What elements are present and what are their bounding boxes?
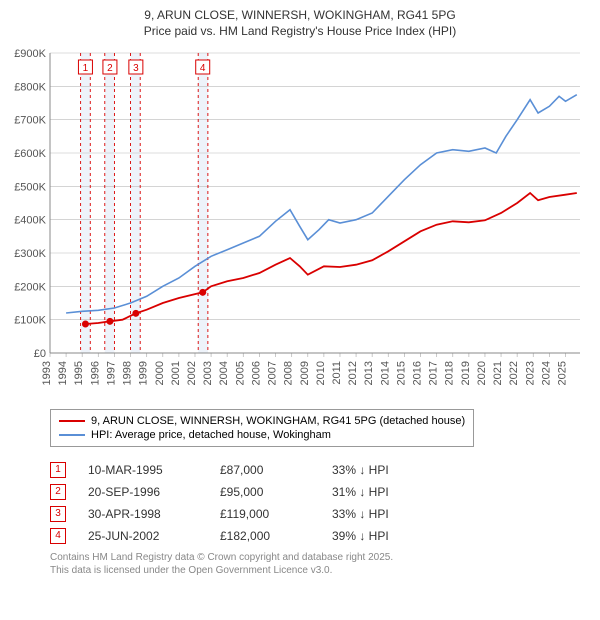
transaction-row: 3 30-APR-1998 £119,000 33% ↓ HPI	[50, 503, 590, 525]
legend: 9, ARUN CLOSE, WINNERSH, WOKINGHAM, RG41…	[50, 409, 474, 447]
transactions-table: 1 10-MAR-1995 £87,000 33% ↓ HPI 2 20-SEP-1996…	[50, 459, 590, 547]
svg-text:1993: 1993	[41, 361, 53, 385]
transaction-row: 4 25-JUN-2002 £182,000 39% ↓ HPI	[50, 525, 590, 547]
svg-text:1996: 1996	[89, 361, 101, 385]
svg-text:2024: 2024	[540, 361, 552, 385]
svg-text:2013: 2013	[363, 361, 375, 385]
transaction-date: 30-APR-1998	[88, 507, 198, 521]
svg-text:2014: 2014	[379, 361, 391, 385]
chart-svg: £0 £100K £200K £300K £400K £500K £600K £700K £80…	[10, 43, 590, 403]
svg-text:2019: 2019	[460, 361, 472, 385]
transaction-date: 25-JUN-2002	[88, 529, 198, 543]
legend-label-hpi: HPI: Average price, detached house, Woki…	[91, 429, 331, 441]
svg-text:£200K: £200K	[14, 282, 46, 294]
svg-text:2023: 2023	[524, 361, 536, 385]
svg-text:2005: 2005	[234, 361, 246, 385]
svg-text:2004: 2004	[218, 361, 230, 385]
svg-text:2016: 2016	[412, 361, 424, 385]
transaction-price: £95,000	[220, 485, 310, 499]
transaction-hpi: 33% ↓ HPI	[332, 463, 422, 477]
svg-text:2025: 2025	[557, 361, 569, 385]
svg-text:1994: 1994	[57, 361, 69, 385]
svg-text:£0: £0	[34, 348, 46, 360]
attribution-line1: Contains HM Land Registry data © Crown c…	[50, 551, 590, 564]
chart-title: 9, ARUN CLOSE, WINNERSH, WOKINGHAM, RG41…	[10, 8, 590, 39]
svg-text:£400K: £400K	[14, 215, 46, 227]
svg-text:2020: 2020	[476, 361, 488, 385]
legend-swatch-hpi	[59, 434, 85, 436]
transaction-hpi: 33% ↓ HPI	[332, 507, 422, 521]
svg-text:2003: 2003	[202, 361, 214, 385]
svg-text:£800K: £800K	[14, 82, 46, 94]
transaction-hpi: 39% ↓ HPI	[332, 529, 422, 543]
attribution: Contains HM Land Registry data © Crown c…	[50, 551, 590, 577]
svg-text:1998: 1998	[122, 361, 134, 385]
transaction-price: £182,000	[220, 529, 310, 543]
svg-text:4: 4	[200, 63, 206, 74]
legend-row-property: 9, ARUN CLOSE, WINNERSH, WOKINGHAM, RG41…	[59, 414, 465, 428]
svg-text:2015: 2015	[395, 361, 407, 385]
transaction-marker: 4	[50, 528, 66, 544]
svg-text:2006: 2006	[250, 361, 262, 385]
svg-text:2007: 2007	[267, 361, 279, 385]
legend-row-hpi: HPI: Average price, detached house, Woki…	[59, 428, 465, 442]
svg-text:2018: 2018	[444, 361, 456, 385]
svg-text:1997: 1997	[105, 361, 117, 385]
transaction-marker: 3	[50, 506, 66, 522]
legend-swatch-property	[59, 420, 85, 422]
svg-text:2008: 2008	[283, 361, 295, 385]
svg-text:2017: 2017	[428, 361, 440, 385]
svg-text:2012: 2012	[347, 361, 359, 385]
transaction-price: £119,000	[220, 507, 310, 521]
svg-text:£300K: £300K	[14, 248, 46, 260]
svg-text:2: 2	[107, 63, 113, 74]
svg-text:2011: 2011	[331, 361, 343, 385]
transaction-price: £87,000	[220, 463, 310, 477]
svg-text:£500K: £500K	[14, 182, 46, 194]
svg-text:2021: 2021	[492, 361, 504, 385]
transaction-row: 2 20-SEP-1996 £95,000 31% ↓ HPI	[50, 481, 590, 503]
svg-text:2001: 2001	[170, 361, 182, 385]
svg-text:£900K: £900K	[14, 48, 46, 60]
svg-text:2000: 2000	[154, 361, 166, 385]
chart-area: £0 £100K £200K £300K £400K £500K £600K £700K £80…	[10, 43, 590, 403]
title-line1: 9, ARUN CLOSE, WINNERSH, WOKINGHAM, RG41…	[10, 8, 590, 24]
svg-text:1995: 1995	[73, 361, 85, 385]
transaction-row: 1 10-MAR-1995 £87,000 33% ↓ HPI	[50, 459, 590, 481]
svg-text:£600K: £600K	[14, 148, 46, 160]
transaction-date: 10-MAR-1995	[88, 463, 198, 477]
svg-text:2002: 2002	[186, 361, 198, 385]
transaction-hpi: 31% ↓ HPI	[332, 485, 422, 499]
svg-text:£700K: £700K	[14, 115, 46, 127]
transaction-marker: 1	[50, 462, 66, 478]
attribution-line2: This data is licensed under the Open Gov…	[50, 564, 590, 577]
transaction-marker: 2	[50, 484, 66, 500]
svg-text:£100K: £100K	[14, 315, 46, 327]
svg-text:2010: 2010	[315, 361, 327, 385]
svg-text:3: 3	[133, 63, 139, 74]
svg-text:2022: 2022	[508, 361, 520, 385]
svg-text:1999: 1999	[138, 361, 150, 385]
title-line2: Price paid vs. HM Land Registry's House …	[10, 24, 590, 40]
transaction-date: 20-SEP-1996	[88, 485, 198, 499]
svg-text:1: 1	[83, 63, 89, 74]
legend-label-property: 9, ARUN CLOSE, WINNERSH, WOKINGHAM, RG41…	[91, 415, 465, 427]
svg-text:2009: 2009	[299, 361, 311, 385]
